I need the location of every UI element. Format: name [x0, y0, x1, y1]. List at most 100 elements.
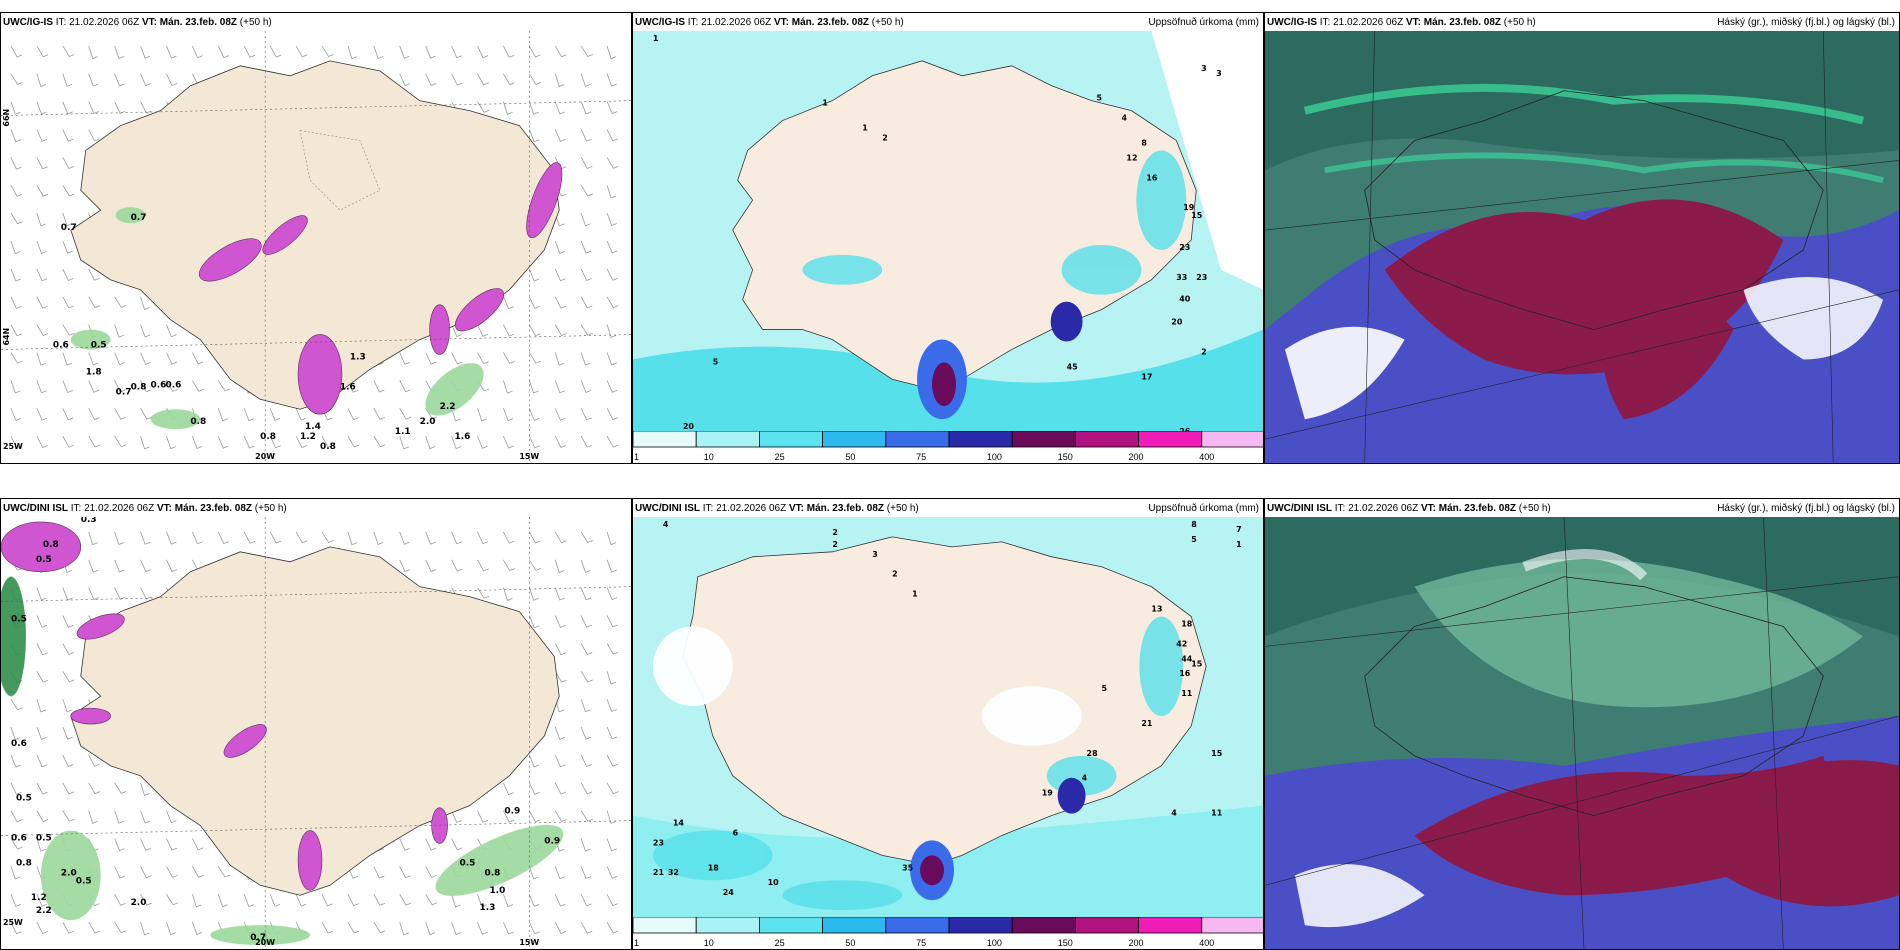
lon-label: 15W [519, 938, 539, 947]
panel-header: UWC/DINI ISL IT: 21.02.2026 06Z VT: Mán.… [3, 503, 287, 514]
legend-swatch [1074, 430, 1139, 448]
value-label: 13 [1151, 605, 1162, 614]
value-label: 11 [1211, 809, 1222, 818]
value-label: 4 [1121, 114, 1127, 123]
value-label: 0.5 [36, 555, 52, 565]
precip-map: 4 2 2 3 5 8 7 1 2 1 13 18 42 44 15 16 11 5 21 28 15 4 4 11 19 14 2… [633, 517, 1263, 927]
value-label: 2 [1201, 347, 1207, 356]
legend-tick: 150 [1058, 452, 1073, 462]
value-label: 0.6 [11, 834, 27, 844]
value-label: 5 [1191, 535, 1197, 544]
panel-wind-precip-igis: UWC/IG-IS IT: 21.02.2026 06Z VT: Mán. 23… [0, 12, 632, 464]
lon-label: 25W [3, 442, 23, 451]
value-label: 2 [832, 540, 838, 549]
legend-swatch [1011, 430, 1076, 448]
value-label: 7 [1236, 525, 1242, 534]
lon-label: 25W [3, 918, 23, 927]
value-label: 32 [668, 868, 679, 877]
precip-legend: 1 10 25 50 75 100 150 200 400 [633, 916, 1263, 948]
legend-tick: 10 [704, 452, 714, 462]
value-label: 8 [1141, 138, 1147, 147]
value-label: 0.6 [53, 341, 69, 351]
value-labels: 0.30.80.50.50.60.50.6 0.50.82.00.51.22.22… [11, 517, 560, 943]
value-label: 0.5 [16, 794, 32, 804]
panel-header: UWC/IG-IS IT: 21.02.2026 06Z VT: Mán. 23… [635, 17, 1259, 28]
legend-tick: 1 [634, 938, 639, 948]
value-label: 18 [1181, 619, 1193, 628]
value-label: 15 [1211, 749, 1222, 758]
lat-label: 64N [2, 328, 11, 346]
value-label: 5 [713, 357, 719, 366]
value-label: 1.3 [350, 352, 366, 362]
value-label: 20 [1171, 318, 1183, 327]
value-label: 0.7 [61, 223, 77, 233]
value-label: 1.3 [479, 903, 495, 913]
value-label: 1.2 [31, 893, 47, 903]
precip-max [910, 777, 1086, 901]
legend-tick: 50 [845, 452, 855, 462]
legend-tick: 25 [775, 452, 785, 462]
value-label: 0.5 [36, 834, 52, 844]
value-label: 1.2 [300, 432, 316, 442]
value-label: 23 [1196, 273, 1207, 282]
value-label: 35 [902, 863, 913, 872]
panel-header: UWC/DINI ISL IT: 21.02.2026 06Z VT: Mán.… [635, 503, 1259, 514]
legend-bar: 1 10 25 50 75 100 150 200 400 [633, 916, 1263, 948]
legend-tick: 100 [987, 938, 1002, 948]
snow-areas [198, 162, 563, 415]
value-label: 4 [1171, 809, 1177, 818]
value-label: 44 [1181, 654, 1193, 663]
value-label: 28 [1087, 749, 1099, 758]
legend-swatch [1011, 916, 1076, 934]
legend-swatch [948, 916, 1013, 934]
value-label: 8 [1191, 520, 1197, 529]
value-label: 3 [1201, 64, 1207, 73]
value-label: 1.6 [340, 382, 356, 392]
value-label: 16 [1179, 669, 1191, 678]
value-label: 3 [872, 550, 878, 559]
value-label: 19 [1183, 203, 1195, 212]
value-label: 5 [1102, 684, 1108, 693]
value-label: 0.8 [190, 417, 206, 427]
value-label: 1 [1236, 540, 1242, 549]
panel-header: UWC/DINI ISL IT: 21.02.2026 06Z VT: Mán.… [1267, 503, 1895, 514]
value-label: 0.3 [81, 517, 97, 525]
value-label: 15 [1191, 659, 1202, 668]
snow-areas [1, 521, 448, 891]
value-label: 0.6 [11, 739, 27, 749]
value-label: 10 [768, 878, 780, 887]
value-label: 0.8 [484, 868, 500, 878]
legend-swatch [1201, 430, 1263, 448]
value-label: 2 [882, 133, 888, 142]
legend-swatch [822, 916, 887, 934]
lon-label: 20W [255, 452, 275, 461]
panel-clouds-dini: UWC/DINI ISL IT: 21.02.2026 06Z VT: Mán.… [1264, 498, 1900, 950]
legend-swatch [633, 430, 697, 448]
lat-label: 66N [2, 109, 11, 127]
value-label: 0.5 [11, 615, 27, 625]
value-label: 1 [822, 99, 828, 108]
value-label: 33 [1176, 273, 1187, 282]
value-label: 40 [1179, 295, 1191, 304]
cloud-map [1265, 517, 1899, 949]
value-label: 3 [1216, 69, 1222, 78]
legend-swatch [1074, 916, 1139, 934]
legend-tick: 75 [916, 452, 926, 462]
precip-map: 1331125481216191523332340202453917262056… [633, 31, 1263, 441]
value-label: 1.4 [305, 422, 321, 432]
legend-tick: 200 [1128, 938, 1143, 948]
cloud-map [1265, 31, 1899, 463]
legend-tick: 400 [1199, 452, 1214, 462]
value-label: 2.2 [36, 906, 52, 916]
value-label: 2.2 [440, 402, 456, 412]
value-label: 12 [1126, 153, 1137, 162]
value-label: 16 [1146, 173, 1158, 182]
panel-accum-precip-igis: UWC/IG-IS IT: 21.02.2026 06Z VT: Mán. 23… [632, 12, 1264, 464]
value-label: 21 [653, 868, 664, 877]
value-label: 0.6 [151, 380, 167, 390]
value-label: 0.7 [116, 387, 132, 397]
legend-swatch [1138, 430, 1203, 448]
value-label: 6 [733, 828, 739, 837]
value-label: 0.6 [165, 380, 181, 390]
value-label: 5 [1097, 94, 1103, 103]
